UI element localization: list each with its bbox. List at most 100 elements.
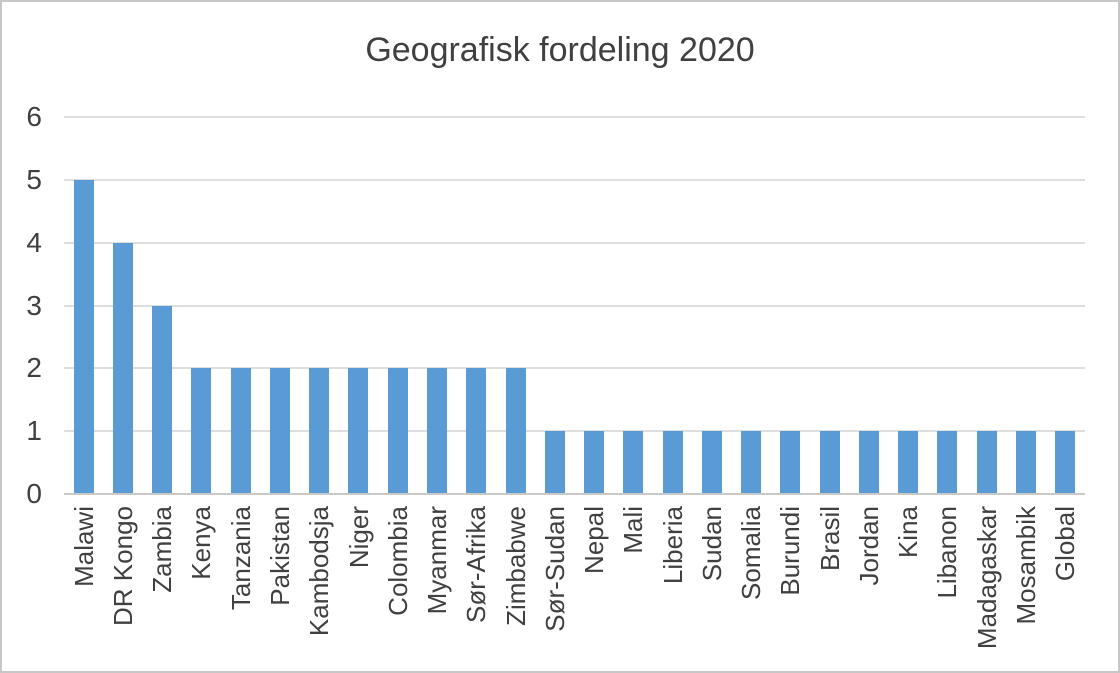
x-axis-label: Sør-Sudan (539, 506, 570, 632)
x-axis-label: Kina (893, 506, 924, 559)
bar (230, 368, 251, 494)
bar-slot (1046, 117, 1085, 494)
bar (466, 368, 487, 494)
x-slot: Mali (614, 496, 653, 671)
bar-slot (810, 117, 849, 494)
x-slot: Zambia (143, 496, 182, 671)
bar (584, 431, 605, 494)
x-slot: Malawi (64, 496, 103, 671)
bar-slot (928, 117, 967, 494)
x-axis-label: Sør-Afrika (461, 506, 492, 623)
bar-slot (260, 117, 299, 494)
bar-slot (417, 117, 456, 494)
bar (73, 179, 94, 494)
bar-slot (64, 117, 103, 494)
x-slot: Sudan (692, 496, 731, 671)
bar (387, 368, 408, 494)
x-slot: Zimbabwe (496, 496, 535, 671)
x-axis-label: Madagaskar (971, 506, 1002, 650)
gridline (64, 178, 1085, 181)
x-axis-label: Jordan (853, 506, 884, 586)
bar-slot (614, 117, 653, 494)
x-axis-label: Kenya (186, 506, 217, 580)
bar (427, 368, 448, 494)
bar (858, 431, 879, 494)
bar-slot (378, 117, 417, 494)
x-axis-label: Zambia (147, 506, 178, 593)
bar-slot (103, 117, 142, 494)
bar-slot (535, 117, 574, 494)
plot-area (64, 116, 1085, 495)
x-slot: Nepal (574, 496, 613, 671)
x-slot: Sør-Afrika (457, 496, 496, 671)
y-axis-tick-label: 4 (26, 226, 42, 258)
gridline (64, 241, 1085, 244)
x-slot: Niger (339, 496, 378, 671)
x-slot: Mosambik (1006, 496, 1045, 671)
x-axis-label: Colombia (382, 506, 413, 616)
bar (1055, 431, 1076, 494)
y-axis-tick-label: 2 (26, 352, 42, 384)
bar-slot (889, 117, 928, 494)
x-slot: Kina (889, 496, 928, 671)
x-slot: Global (1046, 496, 1085, 671)
x-slot: Myanmar (417, 496, 456, 671)
bar-slot (849, 117, 888, 494)
bar (544, 431, 565, 494)
y-axis-tick-label: 6 (26, 101, 42, 132)
gridline (64, 304, 1085, 307)
gridline (64, 430, 1085, 433)
x-axis-label: Somalia (736, 506, 767, 600)
x-axis-label: Tanzania (225, 506, 256, 611)
bar (505, 368, 526, 494)
x-axis-label: Pakistan (264, 506, 295, 606)
bar-slot (143, 117, 182, 494)
bar (1016, 431, 1036, 494)
bar (898, 431, 919, 494)
bar-slot (339, 117, 378, 494)
x-axis-label: Malawi (68, 506, 99, 587)
bar-slot (692, 117, 731, 494)
x-slot: Liberia (653, 496, 692, 671)
x-axis-label: Global (1050, 506, 1081, 582)
bar (309, 368, 330, 494)
x-axis-label: Libanon (932, 506, 963, 599)
bar (112, 242, 133, 494)
bar-slot (771, 117, 810, 494)
x-axis-label: Sudan (696, 506, 727, 582)
bar-slot (182, 117, 221, 494)
bar (662, 431, 683, 494)
x-axis-label: Zimbabwe (500, 506, 531, 626)
x-axis-labels: Malawi DR Kongo Zambia Kenya Tanzania Pakista… (64, 496, 1085, 671)
bar (741, 431, 762, 494)
x-slot: Kenya (182, 496, 221, 671)
bar (701, 431, 722, 494)
bar (348, 368, 369, 494)
x-axis-label: Burundi (775, 506, 806, 596)
bar (780, 431, 801, 494)
x-axis-label: Kambodsja (304, 506, 335, 637)
y-axis: 0 1 2 3 4 5 6 (2, 102, 44, 509)
x-axis-label: Nepal (579, 506, 610, 574)
bar (937, 431, 958, 494)
x-axis-label: Niger (343, 506, 374, 569)
x-slot: Madagaskar (967, 496, 1006, 671)
bar-slot (732, 117, 771, 494)
x-slot: Pakistan (260, 496, 299, 671)
x-axis-label: Mali (618, 506, 649, 554)
y-axis-tick-label: 3 (26, 289, 42, 321)
bar (191, 368, 212, 494)
x-slot: Tanzania (221, 496, 260, 671)
bar (819, 431, 840, 494)
bar-slot (496, 117, 535, 494)
x-axis-label: DR Kongo (107, 506, 138, 626)
x-slot: DR Kongo (103, 496, 142, 671)
bar-slot (1006, 117, 1045, 494)
x-axis-label: Mosambik (1011, 506, 1042, 625)
bar (623, 431, 644, 494)
x-axis-label: Myanmar (422, 506, 453, 615)
bar (976, 431, 997, 494)
bar-slot (967, 117, 1006, 494)
bar-slot (574, 117, 613, 494)
